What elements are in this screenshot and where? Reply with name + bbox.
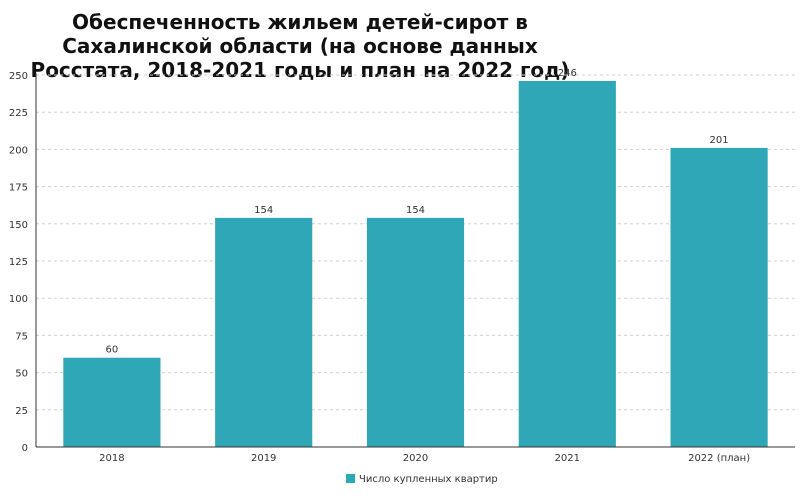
y-tick-label: 175 [9,183,28,194]
y-tick-label: 50 [15,369,28,380]
y-tick-label: 75 [15,331,28,342]
y-tick-label: 25 [15,406,28,417]
x-axis-ticks: 2018 2019 2020 2021 2022 (план) [99,453,750,464]
data-label: 154 [254,205,273,216]
legend: Число купленных квартир [346,474,498,485]
x-tick-label: 2022 (план) [688,453,750,464]
legend-label: Число купленных квартир [359,474,498,485]
y-tick-label: 0 [22,443,28,454]
bar [215,217,313,447]
y-tick-label: 125 [9,257,28,268]
chart-title: Обеспеченность жильем детей-сирот в Саха… [20,10,580,82]
data-label: 154 [406,205,425,216]
chart-title-line-2: Сахалинской области (на основе данных [62,34,538,58]
y-tick-label: 100 [9,294,28,305]
legend-swatch [346,474,355,483]
x-tick-label: 2020 [403,453,428,464]
x-tick-label: 2021 [555,453,580,464]
bar [366,217,465,447]
data-label: 246 [558,68,577,79]
y-tick-label: 225 [9,108,28,119]
axes [35,73,795,448]
x-tick-label: 2019 [251,453,276,464]
bar [670,147,768,448]
chart-title-line-3: Росстата, 2018-2021 годы и план на 2022 … [30,58,570,82]
y-tick-label: 200 [9,145,28,156]
y-tick-label: 250 [9,71,28,82]
bar [518,80,616,448]
data-label: 201 [710,135,729,146]
bar [63,357,161,447]
y-axis-ticks: 0 25 50 75 100 125 150 175 200 225 250 [9,71,28,454]
bars [63,80,768,448]
chart-title-line-1: Обеспеченность жильем детей-сирот в [72,10,528,34]
x-tick-label: 2018 [99,453,124,464]
data-labels: 60 154 154 246 201 [106,68,729,356]
y-tick-label: 150 [9,220,28,231]
data-label: 60 [106,345,119,356]
